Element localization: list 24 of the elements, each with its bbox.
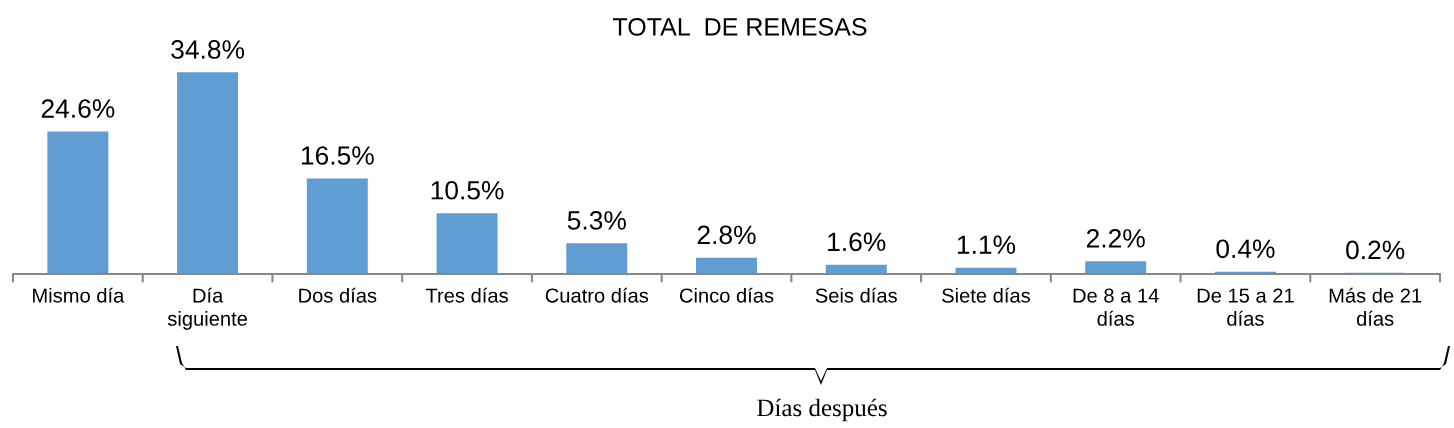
x-tick-label: Tres días: [425, 287, 508, 303]
x-tick-label: De 8 a 14 días: [1073, 288, 1159, 326]
x-tick-label: Mismo día: [33, 287, 125, 303]
x-tick-label: Cuatro días: [545, 287, 649, 303]
data-label: 10.5%: [431, 180, 504, 200]
x-tick-label: Dos días: [299, 287, 377, 303]
x-tick-label: Día siguiente: [167, 287, 248, 330]
x-tick-label: De 15 a 21 días: [1197, 288, 1294, 326]
data-label: 34.8%: [171, 40, 245, 59]
data-label: 16.5%: [301, 146, 374, 165]
data-label: 2.8%: [697, 225, 756, 245]
data-label: 24.6%: [41, 99, 115, 118]
data-label: 2.2%: [1086, 229, 1145, 248]
data-label: 0.4%: [1216, 239, 1275, 259]
data-label: 1.1%: [957, 235, 1016, 254]
data-label: 5.3%: [567, 211, 626, 230]
x-tick-label: Cinco días: [679, 287, 774, 303]
text: Días después: [757, 398, 887, 422]
x-tick-label: Seis días: [815, 287, 897, 303]
data-label: 1.6%: [828, 232, 886, 252]
x-tick-label: Más de 21 días: [1329, 287, 1422, 326]
chart-title: TOTAL DE REMESAS: [612, 18, 867, 36]
x-tick-label: Siete días: [942, 287, 1031, 303]
data-label: 0.2%: [1346, 240, 1405, 260]
